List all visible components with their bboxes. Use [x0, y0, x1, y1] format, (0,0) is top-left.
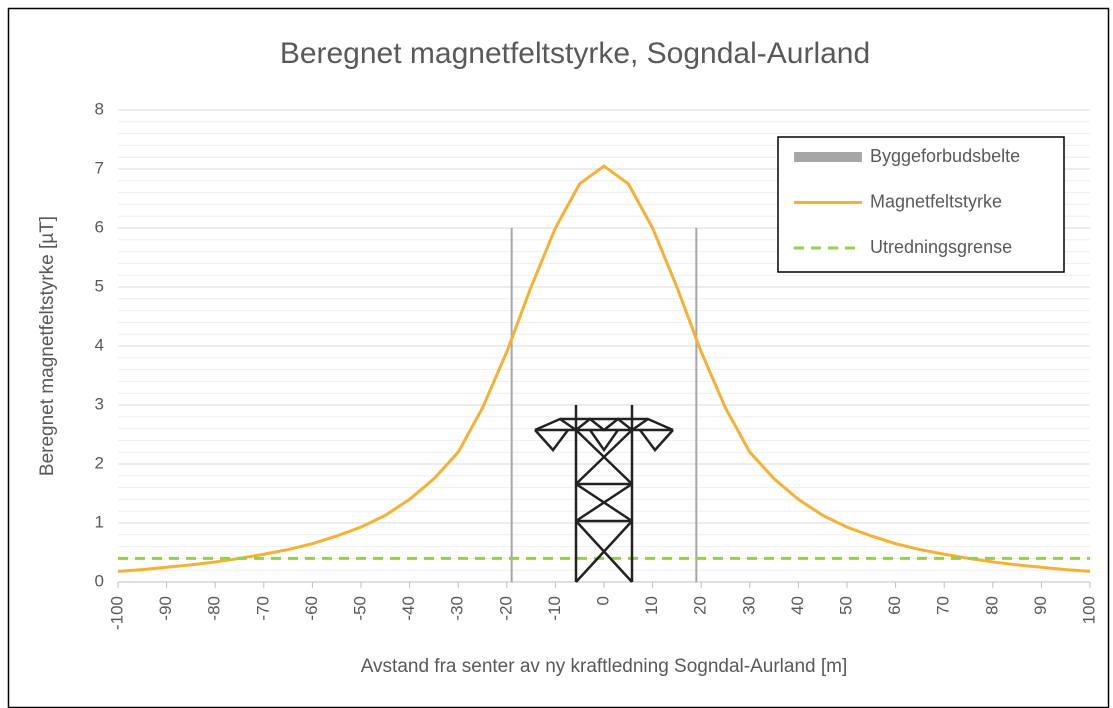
x-tick-label: -20 [496, 596, 515, 621]
y-tick-label: 5 [95, 276, 104, 295]
x-tick-label: -30 [448, 596, 467, 621]
x-tick-label: 30 [739, 596, 758, 615]
x-tick-label: -100 [107, 596, 126, 630]
x-tick-label: 0 [593, 596, 612, 605]
x-tick-label: 50 [836, 596, 855, 615]
y-tick-label: 7 [95, 158, 104, 177]
y-axis-label: Beregnet magnetfeltstyrke [µT] [37, 216, 58, 476]
page: {"chart_data": {"type": "line", "title":… [0, 0, 1113, 708]
x-tick-label: -60 [302, 596, 321, 621]
x-tick-label: -40 [399, 596, 418, 621]
x-tick-label: -90 [156, 596, 175, 621]
x-tick-label: -70 [253, 596, 272, 621]
x-tick-label: -50 [350, 596, 369, 621]
x-tick-label: 80 [982, 596, 1001, 615]
x-tick-label: 40 [788, 596, 807, 615]
x-tick-label: 10 [642, 596, 661, 615]
x-axis-label: Avstand fra senter av ny kraftledning So… [361, 656, 848, 677]
x-tick-label: 60 [885, 596, 904, 615]
y-tick-label: 4 [95, 335, 104, 354]
y-tick-label: 1 [95, 512, 104, 531]
legend-label: Byggeforbudsbelte [870, 146, 1020, 166]
x-tick-label: 20 [691, 596, 710, 615]
legend-swatch [794, 152, 862, 162]
y-tick-label: 2 [95, 453, 104, 472]
legend-label: Utredningsgrense [870, 237, 1012, 257]
x-tick-label: -10 [545, 596, 564, 621]
y-tick-label: 8 [95, 99, 104, 118]
chart: Beregnet magnetfeltstyrke, Sogndal-Aurla… [0, 0, 1113, 708]
y-tick-label: 3 [95, 394, 104, 413]
x-tick-label: 70 [934, 596, 953, 615]
y-tick-label: 0 [95, 571, 104, 590]
legend-label: Magnetfeltstyrke [870, 191, 1002, 211]
legend: Byggeforbudsbelte Magnetfeltstyrke Utredni… [778, 137, 1064, 272]
x-tick-label: -80 [205, 596, 224, 621]
x-tick-label: 100 [1079, 596, 1098, 624]
x-tick-label: 90 [1031, 596, 1050, 615]
chart-title: Beregnet magnetfeltstyrke, Sogndal-Aurla… [280, 37, 870, 70]
y-tick-label: 6 [95, 217, 104, 236]
